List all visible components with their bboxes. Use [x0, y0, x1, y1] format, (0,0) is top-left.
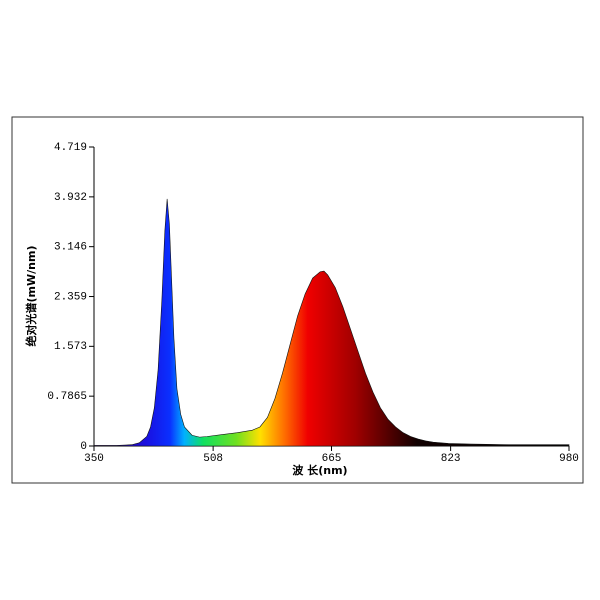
y-tick-label: 0.7865: [47, 391, 87, 403]
spectrum-area: [93, 198, 570, 447]
y-tick-label: 3.932: [54, 192, 87, 204]
x-tick-label: 665: [322, 453, 342, 465]
x-tick-label: 508: [203, 453, 223, 465]
y-tick-label: 4.719: [54, 142, 87, 154]
x-tick-label: 823: [441, 453, 461, 465]
y-axis-label: 绝对光谱(mW/nm): [24, 246, 38, 347]
x-axis-label: 波 长(nm): [292, 463, 347, 477]
x-tick-label: 350: [84, 453, 104, 465]
y-tick-label: 1.573: [54, 341, 87, 353]
y-tick-label: 2.359: [54, 291, 87, 303]
y-tick-label: 3.146: [54, 242, 87, 254]
x-tick-label: 980: [559, 453, 579, 465]
y-tick-label: 0: [80, 441, 87, 453]
